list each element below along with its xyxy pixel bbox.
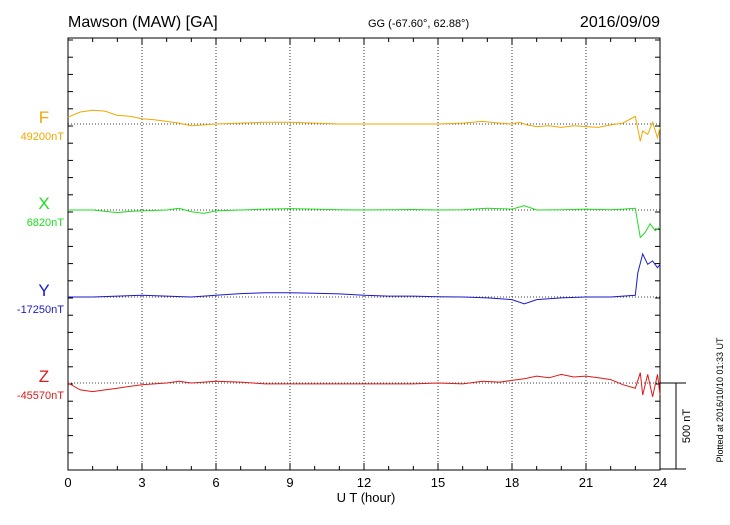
x-tick-label: 6 bbox=[212, 475, 219, 490]
baseline-label-y: -17250nT bbox=[17, 304, 64, 316]
series-name-z: Z bbox=[39, 367, 49, 386]
x-tick-label: 24 bbox=[653, 475, 667, 490]
plotted-timestamp: Plotted at 2016/10/10 01:33 UT bbox=[715, 337, 725, 463]
x-axis-label: U T (hour) bbox=[337, 490, 396, 505]
x-tick-label: 3 bbox=[138, 475, 145, 490]
series-line-z bbox=[67, 372, 661, 397]
series-line-f bbox=[67, 109, 661, 142]
series-line-x bbox=[68, 205, 661, 239]
plot-date: 2016/09/09 bbox=[580, 14, 660, 31]
baseline-label-z: -45570nT bbox=[17, 390, 64, 402]
series-name-x: X bbox=[38, 194, 49, 213]
baseline-label-x: 6820nT bbox=[27, 217, 65, 229]
x-tick-label: 18 bbox=[505, 475, 519, 490]
x-tick-label: 21 bbox=[579, 475, 593, 490]
geographic-coordinates: GG (-67.60°, 62.88°) bbox=[368, 18, 469, 30]
station-title: Mawson (MAW) [GA] bbox=[68, 14, 218, 31]
x-tick-label: 15 bbox=[431, 475, 445, 490]
series-name-y: Y bbox=[38, 281, 49, 300]
scale-bar-label: 500 nT bbox=[681, 409, 693, 444]
series-line-y bbox=[68, 252, 661, 305]
x-tick-label: 0 bbox=[64, 475, 71, 490]
x-tick-label: 12 bbox=[357, 475, 371, 490]
series-name-f: F bbox=[39, 108, 49, 127]
baseline-label-f: 49200nT bbox=[21, 131, 65, 143]
x-tick-label: 9 bbox=[286, 475, 293, 490]
